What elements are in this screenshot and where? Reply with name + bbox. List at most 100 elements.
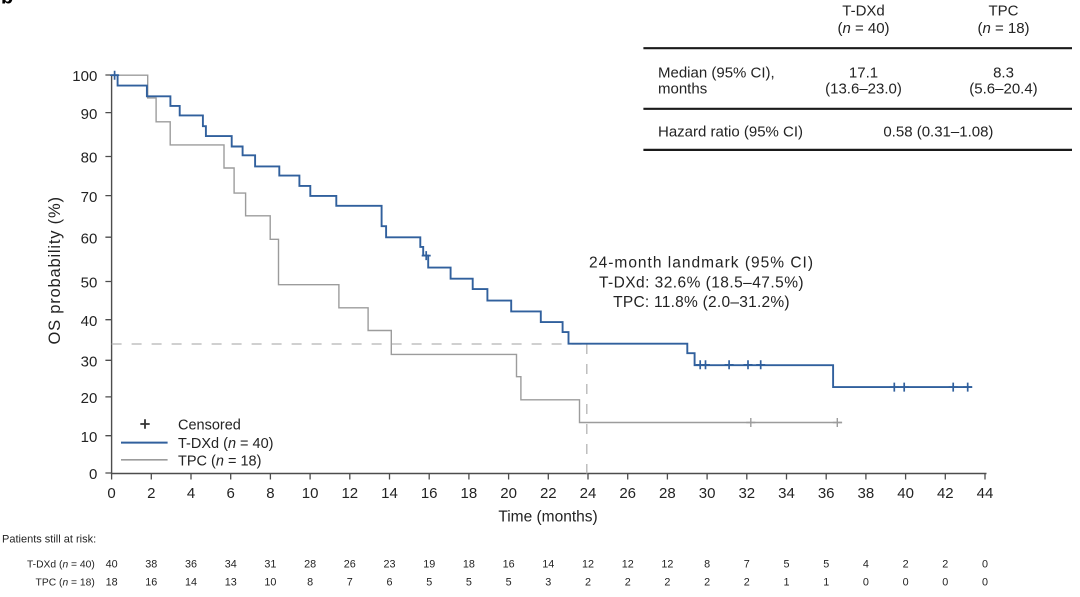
svg-text:36: 36 (818, 485, 835, 502)
svg-text:0: 0 (942, 577, 948, 589)
svg-text:2: 2 (942, 559, 948, 571)
svg-text:28: 28 (659, 485, 676, 502)
svg-text:28: 28 (304, 559, 316, 571)
svg-text:0: 0 (982, 559, 988, 571)
svg-text:70: 70 (81, 189, 98, 206)
svg-text:10: 10 (302, 485, 319, 502)
svg-text:34: 34 (778, 485, 795, 502)
svg-text:19: 19 (423, 559, 435, 571)
svg-text:18: 18 (461, 485, 478, 502)
svg-text:40: 40 (106, 559, 118, 571)
svg-text:31: 31 (264, 559, 276, 571)
svg-text:24-month landmark (95% CI): 24-month landmark (95% CI) (589, 255, 814, 272)
svg-text:Patients still at risk:: Patients still at risk: (2, 534, 96, 546)
svg-text:36: 36 (185, 559, 197, 571)
svg-text:0: 0 (89, 466, 97, 483)
svg-text:6: 6 (227, 485, 235, 502)
svg-text:26: 26 (619, 485, 636, 502)
svg-text:90: 90 (81, 106, 98, 123)
svg-text:T-DXd (n = 40): T-DXd (n = 40) (27, 560, 95, 571)
svg-text:10: 10 (81, 429, 98, 446)
svg-text:30: 30 (81, 354, 98, 371)
svg-text:44: 44 (977, 485, 994, 502)
svg-text:T-DXd (n = 40): T-DXd (n = 40) (178, 436, 274, 452)
svg-text:1: 1 (823, 577, 829, 589)
svg-text:3: 3 (545, 577, 551, 589)
svg-text:6: 6 (386, 577, 392, 589)
svg-text:5: 5 (426, 577, 432, 589)
svg-text:5: 5 (506, 577, 512, 589)
svg-text:12: 12 (582, 559, 594, 571)
svg-text:5: 5 (783, 559, 789, 571)
svg-text:1: 1 (783, 577, 789, 589)
svg-text:(n = 40): (n = 40) (837, 20, 889, 37)
svg-text:Hazard ratio (95% CI): Hazard ratio (95% CI) (658, 124, 803, 141)
svg-text:Time (months): Time (months) (498, 509, 597, 526)
svg-text:26: 26 (344, 559, 356, 571)
svg-text:2: 2 (147, 485, 155, 502)
svg-text:8.3: 8.3 (993, 65, 1014, 82)
svg-text:2: 2 (744, 577, 750, 589)
svg-text:T-DXd: 32.6% (18.5–47.5%): T-DXd: 32.6% (18.5–47.5%) (599, 274, 804, 291)
svg-text:12: 12 (661, 559, 673, 571)
svg-text:8: 8 (307, 577, 313, 589)
svg-text:24: 24 (580, 485, 597, 502)
svg-text:20: 20 (81, 390, 98, 407)
svg-text:32: 32 (738, 485, 755, 502)
svg-text:OS probability (%): OS probability (%) (46, 196, 64, 344)
svg-text:42: 42 (937, 485, 954, 502)
svg-text:TPC (n = 18): TPC (n = 18) (178, 453, 261, 469)
svg-text:14: 14 (381, 485, 398, 502)
svg-text:5: 5 (823, 559, 829, 571)
svg-text:38: 38 (858, 485, 875, 502)
svg-text:2: 2 (625, 577, 631, 589)
svg-text:12: 12 (341, 485, 358, 502)
svg-text:14: 14 (185, 577, 197, 589)
svg-text:0: 0 (107, 485, 115, 502)
svg-text:4: 4 (863, 559, 869, 571)
svg-text:10: 10 (264, 577, 276, 589)
svg-text:23: 23 (383, 559, 395, 571)
svg-text:60: 60 (81, 230, 98, 247)
svg-text:0.58 (0.31–1.08): 0.58 (0.31–1.08) (883, 124, 993, 141)
svg-text:20: 20 (500, 485, 517, 502)
svg-text:18: 18 (463, 559, 475, 571)
svg-text:30: 30 (699, 485, 716, 502)
svg-text:50: 50 (81, 275, 98, 292)
svg-text:8: 8 (704, 559, 710, 571)
svg-text:TPC (n = 18): TPC (n = 18) (36, 578, 95, 589)
svg-text:38: 38 (145, 559, 157, 571)
svg-text:2: 2 (585, 577, 591, 589)
svg-text:2: 2 (704, 577, 710, 589)
svg-text:18: 18 (106, 577, 118, 589)
svg-text:16: 16 (503, 559, 515, 571)
svg-text:40: 40 (81, 313, 98, 330)
svg-text:40: 40 (897, 485, 914, 502)
svg-text:100: 100 (72, 68, 97, 85)
svg-text:7: 7 (744, 559, 750, 571)
svg-text:(n = 18): (n = 18) (977, 20, 1029, 37)
svg-text:14: 14 (542, 559, 554, 571)
svg-text:8: 8 (266, 485, 274, 502)
svg-text:22: 22 (540, 485, 557, 502)
svg-text:TPC: TPC (989, 2, 1019, 19)
svg-text:0: 0 (863, 577, 869, 589)
svg-text:16: 16 (421, 485, 438, 502)
svg-text:T-DXd: T-DXd (842, 2, 885, 19)
svg-text:7: 7 (347, 577, 353, 589)
svg-text:80: 80 (81, 150, 98, 167)
svg-text:TPC: 11.8% (2.0–31.2%): TPC: 11.8% (2.0–31.2%) (613, 294, 790, 311)
svg-text:13: 13 (225, 577, 237, 589)
svg-text:0: 0 (982, 577, 988, 589)
svg-text:Median (95% CI),: Median (95% CI), (658, 65, 775, 82)
svg-text:12: 12 (622, 559, 634, 571)
svg-text:b: b (1, 0, 13, 9)
svg-text:17.1: 17.1 (849, 65, 878, 82)
svg-text:4: 4 (187, 485, 195, 502)
svg-text:2: 2 (664, 577, 670, 589)
svg-text:0: 0 (903, 577, 909, 589)
svg-text:(5.6–20.4): (5.6–20.4) (969, 80, 1037, 97)
svg-text:Censored: Censored (178, 417, 241, 433)
svg-text:months: months (658, 80, 707, 97)
svg-text:(13.6–23.0): (13.6–23.0) (825, 80, 902, 97)
